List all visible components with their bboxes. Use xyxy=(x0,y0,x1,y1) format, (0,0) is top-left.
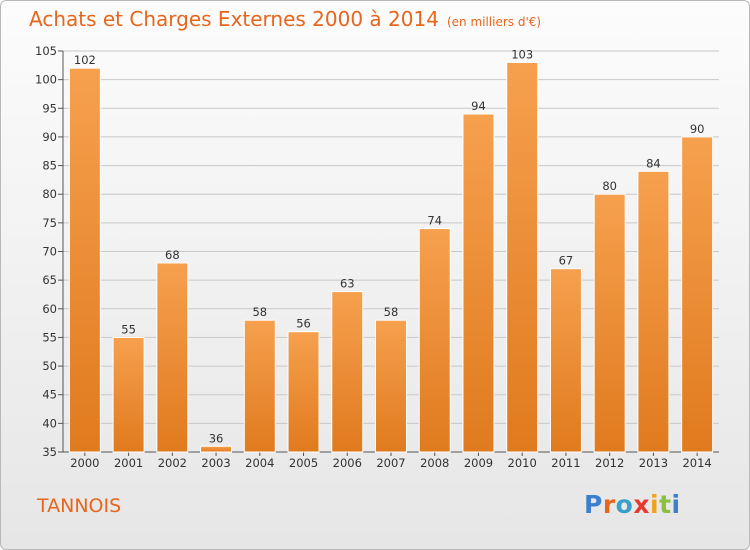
y-tick-label: 80 xyxy=(42,187,57,201)
chart-title-text: Achats et Charges Externes 2000 à 2014 xyxy=(29,7,439,31)
data-label: 103 xyxy=(511,47,533,61)
y-tick-label: 95 xyxy=(42,101,57,115)
bar xyxy=(112,336,145,453)
x-tick-label: 2011 xyxy=(551,456,580,470)
bar xyxy=(243,319,276,453)
y-tick-label: 100 xyxy=(35,73,57,87)
bars xyxy=(68,61,714,453)
data-label: 55 xyxy=(121,322,136,336)
proxiti-logo[interactable]: Proxiti xyxy=(584,490,681,519)
y-tick-label: 35 xyxy=(42,445,57,459)
x-tick-label: 2003 xyxy=(201,456,230,470)
y-tick-label: 105 xyxy=(35,44,57,58)
y-tick-label: 75 xyxy=(42,216,57,230)
x-tick-label: 2009 xyxy=(464,456,493,470)
x-tick-label: 2007 xyxy=(376,456,405,470)
x-tick-label: 2012 xyxy=(595,456,624,470)
bar xyxy=(287,331,320,453)
y-tick-label: 55 xyxy=(42,330,57,344)
x-tick-label: 2010 xyxy=(508,456,537,470)
data-label: 94 xyxy=(471,99,486,113)
data-label: 90 xyxy=(690,122,705,136)
y-tick-label: 45 xyxy=(42,388,57,402)
x-tick-label: 2000 xyxy=(70,456,99,470)
data-label: 67 xyxy=(559,254,574,268)
chart-title: Achats et Charges Externes 2000 à 2014 (e… xyxy=(29,7,541,31)
bar xyxy=(331,291,364,453)
x-tick-label: 2008 xyxy=(420,456,449,470)
y-tick-label: 60 xyxy=(42,302,57,316)
x-tick-label: 2014 xyxy=(682,456,711,470)
bar xyxy=(593,193,626,453)
x-tick-label: 2004 xyxy=(245,456,274,470)
data-label: 102 xyxy=(74,53,96,67)
data-label: 58 xyxy=(252,305,267,319)
x-tick-label: 2006 xyxy=(333,456,362,470)
bar xyxy=(462,113,495,453)
bar xyxy=(68,67,101,453)
y-tick-labels: 35 40 45 50 55 60 65 70 75 80 85 90 95 100 105 xyxy=(35,44,57,459)
bar xyxy=(200,445,233,453)
bar xyxy=(681,136,714,453)
data-label: 68 xyxy=(165,248,180,262)
bar xyxy=(375,319,407,453)
chart-subtitle: (en milliers d'€) xyxy=(446,15,542,29)
x-tick-label: 2001 xyxy=(114,456,143,470)
x-tick-labels: 2000 2001 2002 2003 2004 2005 2006 2007 2008 2009… xyxy=(70,456,712,470)
y-tick-label: 50 xyxy=(42,359,57,373)
bar xyxy=(418,228,451,453)
data-labels: 102 55 68 36 58 56 63 58 74 94 103 67 80 84 90 xyxy=(74,47,705,445)
bar xyxy=(637,170,670,453)
y-tick-label: 70 xyxy=(42,245,57,259)
data-label: 63 xyxy=(340,277,355,291)
data-label: 84 xyxy=(646,156,661,170)
data-label: 36 xyxy=(209,431,224,445)
x-tick-label: 2002 xyxy=(158,456,187,470)
data-label: 74 xyxy=(427,214,442,228)
y-tick-label: 65 xyxy=(42,273,57,287)
x-tick-label: 2013 xyxy=(639,456,668,470)
y-tick-label: 85 xyxy=(42,159,57,173)
data-label: 80 xyxy=(602,179,617,193)
data-label: 56 xyxy=(296,317,311,331)
bar xyxy=(156,262,189,453)
commune-name: TANNOIS xyxy=(37,495,122,517)
bar xyxy=(549,268,582,453)
data-label: 58 xyxy=(384,305,399,319)
y-tick-label: 40 xyxy=(42,416,57,430)
y-tick-label: 90 xyxy=(42,130,57,144)
x-tick-label: 2005 xyxy=(289,456,318,470)
bar xyxy=(506,61,539,453)
